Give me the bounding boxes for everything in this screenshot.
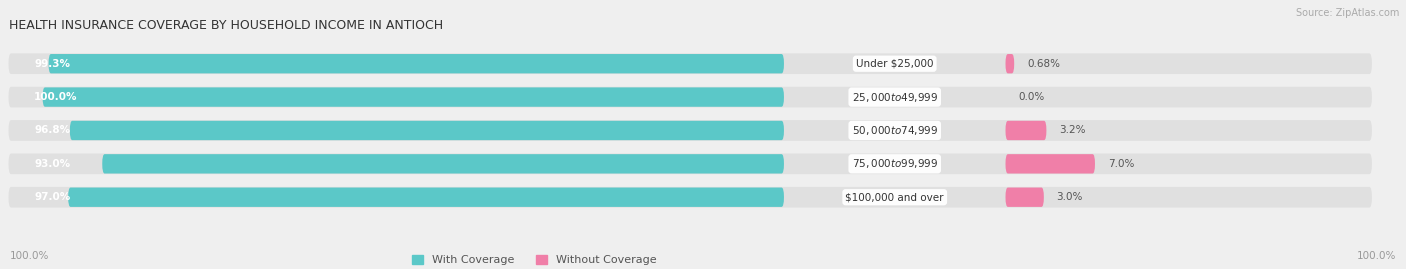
Legend: With Coverage, Without Coverage: With Coverage, Without Coverage bbox=[412, 255, 657, 266]
FancyBboxPatch shape bbox=[1005, 121, 1046, 140]
Text: Under $25,000: Under $25,000 bbox=[856, 59, 934, 69]
FancyBboxPatch shape bbox=[8, 120, 1372, 141]
Text: 99.3%: 99.3% bbox=[34, 59, 70, 69]
Text: 97.0%: 97.0% bbox=[34, 192, 70, 202]
FancyBboxPatch shape bbox=[8, 87, 1372, 107]
Text: $50,000 to $74,999: $50,000 to $74,999 bbox=[852, 124, 938, 137]
FancyBboxPatch shape bbox=[1005, 154, 1095, 174]
FancyBboxPatch shape bbox=[1005, 54, 1014, 73]
FancyBboxPatch shape bbox=[67, 187, 785, 207]
Text: 0.0%: 0.0% bbox=[1018, 92, 1045, 102]
Text: 3.2%: 3.2% bbox=[1059, 125, 1085, 136]
FancyBboxPatch shape bbox=[42, 87, 785, 107]
Text: $100,000 and over: $100,000 and over bbox=[845, 192, 943, 202]
FancyBboxPatch shape bbox=[49, 54, 785, 73]
Text: 7.0%: 7.0% bbox=[1108, 159, 1135, 169]
FancyBboxPatch shape bbox=[8, 154, 1372, 174]
Text: 100.0%: 100.0% bbox=[10, 251, 49, 261]
Text: 0.68%: 0.68% bbox=[1026, 59, 1060, 69]
Text: $25,000 to $49,999: $25,000 to $49,999 bbox=[852, 91, 938, 104]
Text: 3.0%: 3.0% bbox=[1057, 192, 1083, 202]
Text: Source: ZipAtlas.com: Source: ZipAtlas.com bbox=[1295, 8, 1399, 18]
FancyBboxPatch shape bbox=[103, 154, 785, 174]
Text: 96.8%: 96.8% bbox=[34, 125, 70, 136]
FancyBboxPatch shape bbox=[8, 187, 1372, 208]
Text: $75,000 to $99,999: $75,000 to $99,999 bbox=[852, 157, 938, 170]
FancyBboxPatch shape bbox=[70, 121, 785, 140]
Text: 100.0%: 100.0% bbox=[1357, 251, 1396, 261]
Text: 93.0%: 93.0% bbox=[34, 159, 70, 169]
FancyBboxPatch shape bbox=[8, 53, 1372, 74]
FancyBboxPatch shape bbox=[1005, 187, 1043, 207]
Text: HEALTH INSURANCE COVERAGE BY HOUSEHOLD INCOME IN ANTIOCH: HEALTH INSURANCE COVERAGE BY HOUSEHOLD I… bbox=[8, 19, 443, 32]
Text: 100.0%: 100.0% bbox=[34, 92, 77, 102]
